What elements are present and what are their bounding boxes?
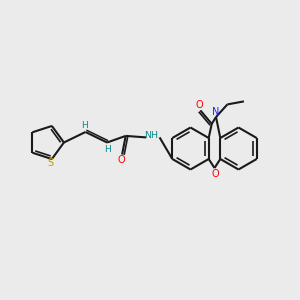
Text: O: O xyxy=(211,169,219,179)
Text: O: O xyxy=(195,100,203,110)
Text: N: N xyxy=(212,106,220,117)
Text: H: H xyxy=(81,121,88,130)
Text: NH: NH xyxy=(145,131,158,140)
Text: O: O xyxy=(118,155,126,165)
Text: S: S xyxy=(47,158,53,168)
Text: H: H xyxy=(105,145,111,154)
